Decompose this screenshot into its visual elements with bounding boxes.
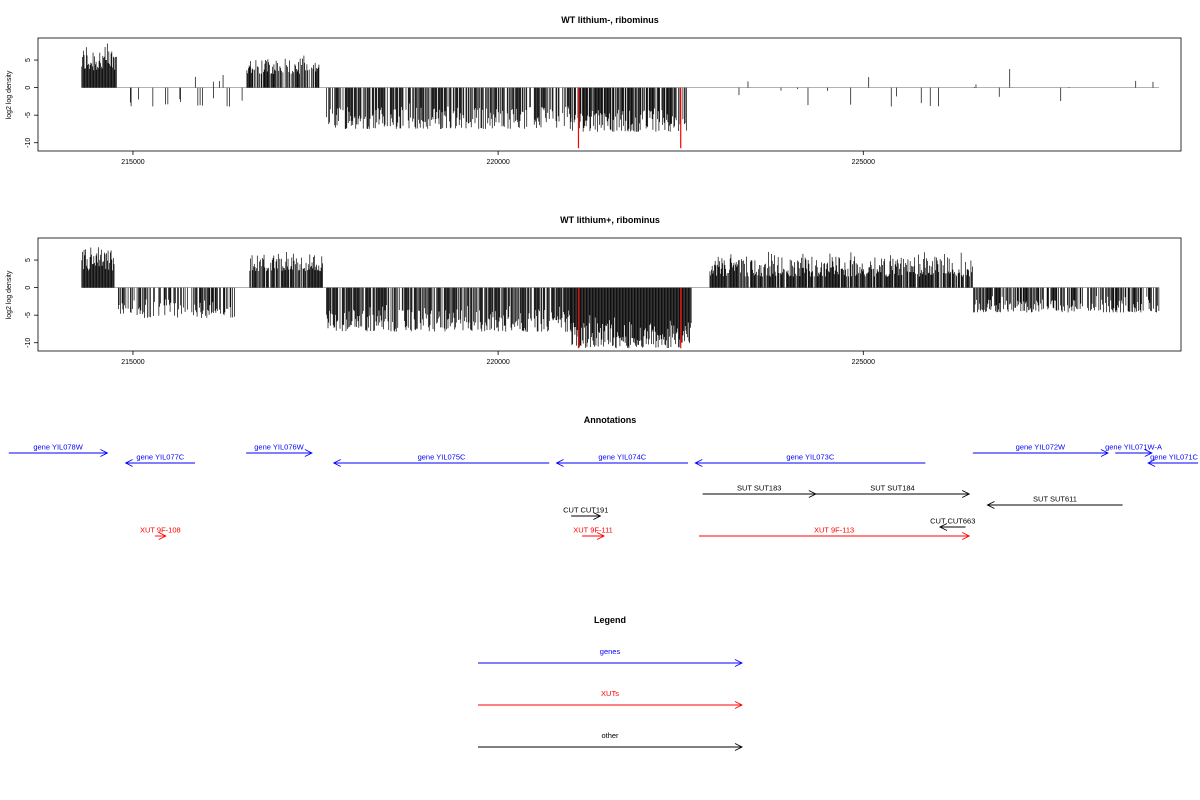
legend-label: XUTs xyxy=(601,689,619,698)
annotation-feature: XUT 9F-108 xyxy=(140,526,181,540)
feature-label: gene YIL074C xyxy=(598,453,646,462)
feature-arrow-arrowhead xyxy=(124,459,133,467)
x-tick-label: 215000 xyxy=(121,359,144,366)
annotation-feature: SUT SUT183 xyxy=(702,484,817,498)
feature-arrow-arrowhead xyxy=(1147,459,1156,467)
y-tick-label: -5 xyxy=(25,112,32,118)
annotation-feature: SUT SUT184 xyxy=(815,484,971,498)
feature-arrow-arrowhead xyxy=(158,532,167,540)
y-axis-label: log2 log density xyxy=(6,270,13,319)
legend-arrow-arrowhead xyxy=(734,743,744,751)
legend-items: genes XUTs other xyxy=(478,647,744,751)
feature-label: gene YIL071W-A xyxy=(1105,443,1162,452)
y-axis-label: log2 log density xyxy=(6,70,13,119)
x-axis: 215000 220000 225000 xyxy=(121,151,875,166)
annotation-feature: gene YIL078W xyxy=(8,443,109,457)
plot-frame xyxy=(37,37,1182,152)
feature-arrow-arrowhead xyxy=(938,523,948,531)
feature-arrow-arrowhead xyxy=(694,459,703,467)
plot-frame xyxy=(37,237,1182,352)
panel-title: WT lithium+, ribominus xyxy=(560,215,660,225)
feature-arrow-arrowhead xyxy=(986,501,995,509)
y-tick-label: 5 xyxy=(25,58,32,62)
feature-arrow-arrowhead xyxy=(1144,449,1153,457)
annotation-feature: gene YIL072W xyxy=(972,443,1109,457)
y-tick-label: 0 xyxy=(25,286,32,290)
feature-label: CUT CUT191 xyxy=(563,506,608,515)
feature-arrow-arrowhead xyxy=(332,459,341,467)
feature-arrow-arrowhead xyxy=(808,490,817,498)
feature-arrow-arrowhead xyxy=(593,512,602,520)
annotation-feature: SUT SUT611 xyxy=(986,495,1123,509)
feature-arrow-arrowhead xyxy=(304,449,313,457)
annotations-title: Annotations xyxy=(584,415,637,425)
x-tick-label: 220000 xyxy=(486,159,509,166)
feature-arrow-arrowhead xyxy=(555,459,564,467)
annotation-feature: gene YIL076W xyxy=(246,443,313,457)
annotation-feature: XUT 9F-111 xyxy=(573,526,613,540)
feature-arrow-arrowhead xyxy=(961,532,971,540)
annotation-feature: gene YIL071W-A xyxy=(1105,443,1162,457)
y-axis: -10 -5 0 5 xyxy=(25,258,38,348)
feature-arrow-arrowhead xyxy=(961,490,971,498)
feature-arrow-arrowhead xyxy=(596,532,606,540)
legend-label: other xyxy=(601,731,619,740)
legend-item-XUTs: XUTs xyxy=(478,689,744,709)
coverage-panel-lithium-plus: WT lithium+, ribominus log2 log density … xyxy=(6,215,1182,366)
feature-label: gene YIL072W xyxy=(1016,443,1066,452)
legend-title: Legend xyxy=(594,615,626,625)
y-tick-label: 0 xyxy=(25,86,32,90)
annotation-features: gene YIL078W gene YIL077C gene YIL076W gene… xyxy=(8,443,1199,540)
legend-arrow-arrowhead xyxy=(734,659,744,667)
x-tick-label: 220000 xyxy=(486,359,509,366)
feature-label: gene YIL076W xyxy=(254,443,304,452)
feature-label: SUT SUT183 xyxy=(737,484,781,493)
annotation-feature: gene YIL071C xyxy=(1147,453,1199,467)
annotation-feature: gene YIL075C xyxy=(332,453,550,467)
annotation-feature: XUT 9F-113 xyxy=(698,526,971,540)
feature-label: gene YIL077C xyxy=(136,453,184,462)
legend-arrow-arrowhead xyxy=(734,701,744,709)
feature-label: SUT SUT184 xyxy=(870,484,914,493)
feature-label: XUT 9F-108 xyxy=(140,526,181,535)
highlight-bars xyxy=(577,287,682,349)
annotation-feature: CUT CUT191 xyxy=(563,506,608,520)
annotation-feature: CUT CUT663 xyxy=(930,517,975,531)
feature-label: XUT 9F-113 xyxy=(814,526,854,535)
annotation-feature: gene YIL073C xyxy=(694,453,926,467)
y-tick-label: -10 xyxy=(25,138,32,148)
x-tick-label: 225000 xyxy=(852,159,875,166)
x-tick-label: 225000 xyxy=(852,359,875,366)
y-tick-label: 5 xyxy=(25,258,32,262)
feature-label: XUT 9F-111 xyxy=(573,526,613,535)
y-tick-label: -10 xyxy=(25,338,32,348)
feature-label: gene YIL073C xyxy=(786,453,834,462)
feature-arrow-arrowhead xyxy=(100,449,109,457)
annotation-feature: gene YIL074C xyxy=(555,453,689,467)
legend: Legend genes XUTs other xyxy=(478,615,744,751)
x-axis: 215000 220000 225000 xyxy=(121,351,875,366)
annotation-feature: gene YIL077C xyxy=(124,453,196,467)
feature-label: CUT CUT663 xyxy=(930,517,975,526)
coverage-bars xyxy=(81,43,1160,132)
legend-item-genes: genes xyxy=(478,647,744,667)
highlight-bars xyxy=(577,87,682,149)
legend-label: genes xyxy=(600,647,621,656)
coverage-bars xyxy=(81,247,1160,349)
y-axis: -10 -5 0 5 xyxy=(25,58,38,148)
y-tick-label: -5 xyxy=(25,312,32,318)
feature-label: gene YIL075C xyxy=(418,453,466,462)
legend-item-other: other xyxy=(478,731,744,751)
feature-label: gene YIL078W xyxy=(33,443,83,452)
feature-label: SUT SUT611 xyxy=(1033,495,1077,504)
panel-title: WT lithium-, ribominus xyxy=(561,15,659,25)
feature-arrow-arrowhead xyxy=(1100,449,1109,457)
x-tick-label: 215000 xyxy=(121,159,144,166)
feature-label: gene YIL071C xyxy=(1150,453,1198,462)
coverage-panel-lithium-minus: WT lithium-, ribominus log2 log density … xyxy=(6,15,1182,166)
